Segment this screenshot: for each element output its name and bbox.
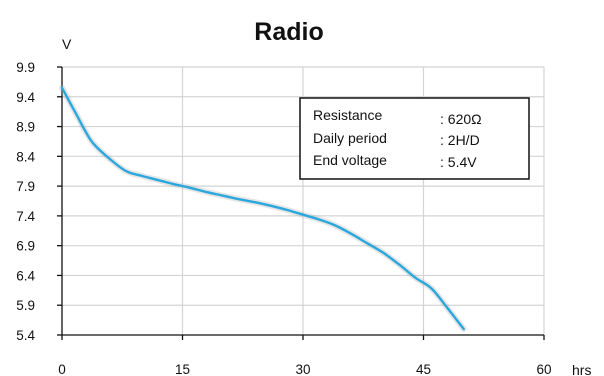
- y-tick-label-9-9: 9.9: [16, 60, 35, 75]
- legend-daily-period-label: Daily period: [313, 130, 387, 146]
- chart-title: Radio: [254, 18, 323, 46]
- legend-resistance-value: : 620Ω: [440, 111, 482, 127]
- series-0-discharge-line: [60, 86, 465, 331]
- y-tick-label-8-9: 8.9: [16, 120, 35, 135]
- legend-frame: [299, 97, 530, 180]
- y-tick-label-7-4: 7.4: [16, 209, 35, 224]
- x-tick-label-30: 30: [295, 362, 310, 376]
- series-layer: [59, 84, 467, 332]
- legend-end-voltage-label: End voltage: [313, 152, 387, 168]
- x-tick-label-0: 0: [58, 362, 66, 376]
- x-tick-label-15: 15: [175, 362, 190, 376]
- legend-daily-period-value: : 2H/D: [440, 132, 480, 148]
- tick-labels: 5.4 5.9 6.4 6.9 7.4 7.9 8.4 8.9 9.4 9.9 0 15 30 45 60: [16, 60, 551, 376]
- legend-box: Resistance : 620Ω Daily period : 2H/D En…: [299, 97, 530, 180]
- legend-end-voltage-value: : 5.4V: [440, 154, 477, 170]
- y-tick-label-6-4: 6.4: [16, 268, 35, 283]
- y-axis-unit-label: V: [62, 36, 72, 52]
- y-tick-label-5-4: 5.4: [16, 328, 35, 343]
- x-tick-label-45: 45: [416, 362, 431, 376]
- y-tick-label-5-9: 5.9: [16, 298, 35, 313]
- y-tick-label-7-9: 7.9: [16, 179, 35, 194]
- x-tick-label-60: 60: [536, 362, 551, 376]
- y-tick-label-8-4: 8.4: [16, 149, 35, 164]
- y-tick-label-6-9: 6.9: [16, 239, 35, 254]
- y-tick-label-9-4: 9.4: [16, 90, 35, 105]
- x-axis-unit-label: hrs: [572, 362, 591, 376]
- legend-resistance-label: Resistance: [313, 107, 382, 123]
- axes: [57, 66, 545, 340]
